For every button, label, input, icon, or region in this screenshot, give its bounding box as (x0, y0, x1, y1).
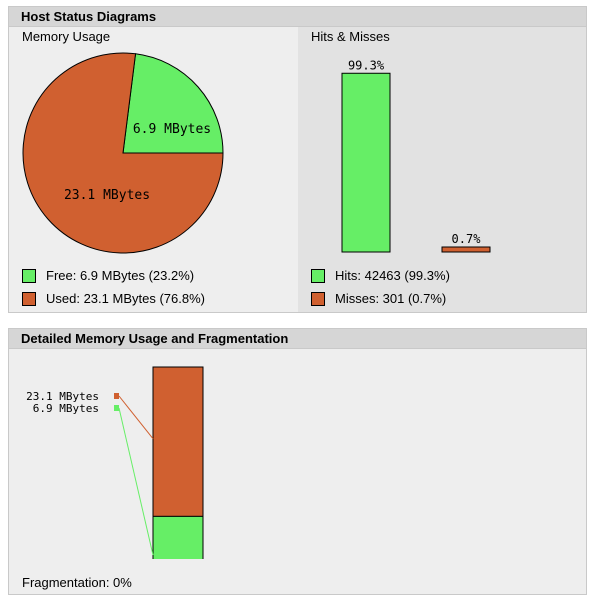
legend-hits: Hits: 42463 (99.3%) (311, 268, 450, 284)
legend-used-swatch (22, 292, 36, 306)
legend-misses-swatch (311, 292, 325, 306)
misses-pct-label: 0.7% (452, 232, 482, 246)
hits-misses-section: Hits & Misses 99.3% 0.7% Hits: 42463 (99.… (298, 27, 586, 312)
pie-slice-free (122, 53, 224, 154)
hits-bar-chart: 99.3% 0.7% (341, 58, 491, 253)
detail-free-segment (152, 515, 204, 559)
pie-free-label: 6.9 MBytes (133, 122, 211, 137)
hits-bar (341, 72, 391, 253)
detail-free-label: 6.9 MBytes (33, 402, 99, 415)
detailed-memory-chart: 23.1 MBytes 6.9 MBytes (26, 366, 204, 559)
hits-pct-label: 99.3% (348, 58, 385, 72)
pie-used-label: 23.1 MBytes (64, 188, 150, 203)
memory-usage-heading: Memory Usage (22, 29, 111, 44)
pie-slice-used (22, 52, 224, 254)
legend-hits-swatch (311, 269, 325, 283)
hits-misses-heading: Hits & Misses (311, 29, 390, 44)
detail-used-leader (118, 395, 154, 440)
legend-misses: Misses: 301 (0.7%) (311, 291, 446, 307)
legend-free-text: Free: 6.9 MBytes (23.2%) (46, 268, 195, 283)
detail-used-segment (152, 366, 204, 517)
detail-used-marker (114, 393, 119, 399)
detail-free-marker (114, 405, 119, 411)
legend-misses-text: Misses: 301 (0.7%) (335, 291, 447, 306)
legend-hits-text: Hits: 42463 (99.3%) (335, 268, 450, 283)
legend-used-text: Used: 23.1 MBytes (76.8%) (46, 291, 205, 306)
legend-used: Used: 23.1 MBytes (76.8%) (22, 291, 205, 307)
detailed-memory-panel: Detailed Memory Usage and Fragmentation … (8, 328, 587, 595)
detail-free-leader (118, 407, 154, 556)
legend-free-swatch (22, 269, 36, 283)
memory-pie-chart: 6.9 MBytes 23.1 MBytes (22, 52, 224, 254)
legend-free: Free: 6.9 MBytes (23.2%) (22, 268, 194, 284)
detailed-memory-title: Detailed Memory Usage and Fragmentation (9, 329, 586, 349)
detail-used-label: 23.1 MBytes (26, 390, 99, 403)
misses-bar (441, 246, 491, 253)
fragmentation-text: Fragmentation: 0% (22, 575, 132, 590)
host-status-panel: Host Status Diagrams Memory Usage 6.9 MB… (8, 6, 587, 313)
host-status-title: Host Status Diagrams (9, 7, 586, 27)
